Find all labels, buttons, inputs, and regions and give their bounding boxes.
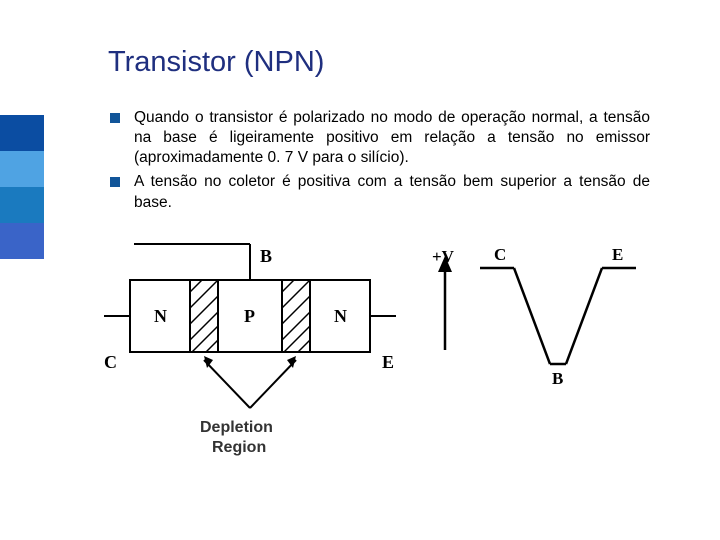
depletion-label-2: Region (212, 439, 266, 456)
depletion-arrow-right (250, 360, 296, 408)
bullet-item: Quando o transistor é polarizado no modo… (110, 108, 650, 168)
bullet-item: A tensão no coletor é positiva com a ten… (110, 172, 650, 212)
sidebar-block (0, 187, 44, 223)
label-e: E (382, 352, 394, 372)
sidebar (0, 0, 52, 540)
bullet-text: A tensão no coletor é positiva com a ten… (134, 172, 650, 212)
bullet-text: Quando o transistor é polarizado no modo… (134, 108, 650, 168)
page-title: Transistor (NPN) (108, 46, 324, 79)
label-p: P (244, 306, 255, 326)
sidebar-block (0, 223, 44, 259)
sidebar-block (0, 151, 44, 187)
label-n-right: N (334, 306, 347, 326)
v-slope-left (514, 268, 550, 364)
depletion-arrow-left (204, 360, 250, 408)
label-b: B (260, 246, 272, 266)
label-v-b: B (552, 369, 563, 388)
label-n-left: N (154, 306, 167, 326)
sidebar-block (0, 115, 44, 151)
depletion-label-1: Depletion (200, 419, 273, 436)
figure-area: N P N B C E Depletion Region +V C E B (100, 240, 640, 520)
bullet-marker-icon (110, 113, 120, 123)
diagram-svg: N P N B C E Depletion Region +V C E B (100, 240, 640, 520)
bullet-marker-icon (110, 177, 120, 187)
v-slope-right (566, 268, 602, 364)
label-v-e: E (612, 245, 623, 264)
label-v-c: C (494, 245, 506, 264)
label-c: C (104, 352, 117, 372)
bullet-list: Quando o transistor é polarizado no modo… (110, 108, 650, 217)
